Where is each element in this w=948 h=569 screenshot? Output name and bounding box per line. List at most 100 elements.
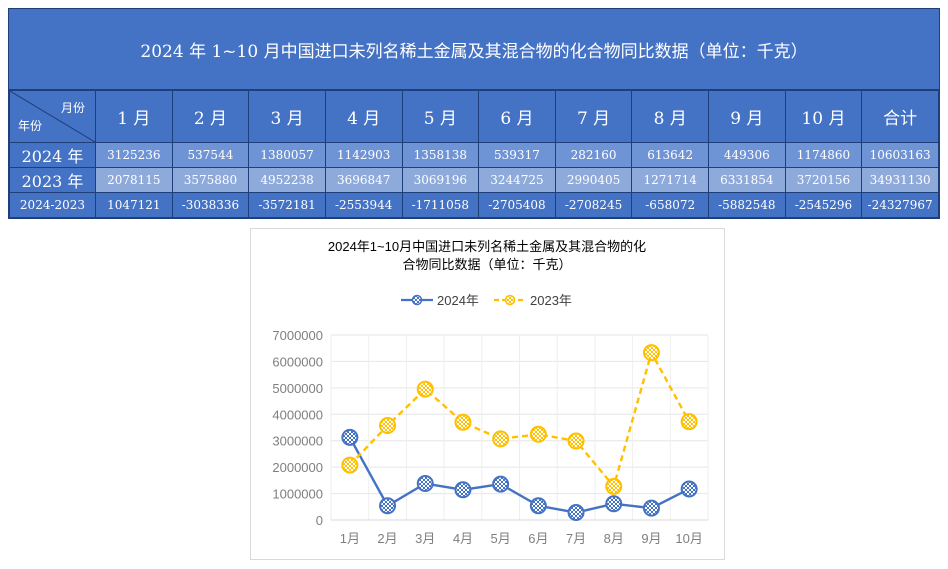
- data-point-2023: [529, 425, 547, 443]
- chart-gridlines: [330, 334, 709, 521]
- column-header: 5 月: [401, 90, 480, 143]
- x-tick-label: 10月: [675, 531, 702, 546]
- table-cell: -2553944: [324, 192, 403, 218]
- corner-diagonal-line: [10, 91, 95, 142]
- table-cell: 34931130: [861, 167, 939, 193]
- table-cell: 1174860: [784, 142, 863, 168]
- column-header: 3 月: [248, 90, 326, 143]
- table-cell: -2705408: [478, 192, 556, 218]
- data-point-2024: [492, 475, 510, 493]
- x-tick-label: 2月: [377, 531, 397, 546]
- data-point-2024: [680, 480, 698, 498]
- table-cell: 539317: [478, 142, 556, 168]
- series-line-2023: [348, 351, 691, 488]
- x-tick-label: 9月: [641, 531, 661, 546]
- legend-label-2024: 2024年: [437, 293, 479, 308]
- data-point-2024: [454, 481, 472, 499]
- y-tick-label: 7000000: [272, 328, 323, 343]
- data-point-2024: [567, 504, 585, 522]
- data-point-2023: [492, 430, 510, 448]
- corner-month-label: 月份: [60, 101, 85, 115]
- table-cell: 3696847: [324, 167, 403, 193]
- line-chart-panel: 2024年1~10月中国进口未列名稀土金属及其混合物的化 合物同比数据（单位：千…: [250, 228, 725, 560]
- table-cell: 2078115: [95, 167, 173, 193]
- legend-label-2023: 2023年: [530, 293, 572, 308]
- data-point-2024: [416, 475, 434, 493]
- table-cell: 2990405: [554, 167, 633, 193]
- data-table-panel: 2024 年 1~10 月中国进口未列名稀土金属及其混合物的化合物同比数据（单位…: [8, 8, 940, 219]
- table-cell: -24327967: [861, 192, 939, 218]
- column-header: 8 月: [631, 90, 709, 143]
- chart-series: [341, 344, 698, 522]
- table-header-row: 月份 年份 1 月 2 月 3 月 4 月 5 月 6 月 7 月 8 月 9 …: [9, 90, 939, 143]
- table-cell: 3575880: [171, 167, 250, 193]
- table-cell: 613642: [631, 142, 709, 168]
- table-cell: 1047121: [95, 192, 173, 218]
- column-header: 合计: [861, 90, 939, 143]
- data-point-2023: [341, 456, 359, 474]
- table-cell: 1142903: [324, 142, 403, 168]
- data-point-2023: [680, 413, 698, 431]
- table-cell: 282160: [554, 142, 633, 168]
- data-point-2023: [605, 477, 623, 495]
- table-title: 2024 年 1~10 月中国进口未列名稀土金属及其混合物的化合物同比数据（单位…: [9, 9, 939, 90]
- data-point-2023: [567, 432, 585, 450]
- table-cell: 449306: [708, 142, 786, 168]
- data-point-2023: [454, 413, 472, 431]
- x-tick-label: 5月: [491, 531, 511, 546]
- table-cell: 4952238: [248, 167, 326, 193]
- y-tick-label: 6000000: [272, 354, 323, 369]
- table-cell: 1380057: [248, 142, 326, 168]
- column-header: 7 月: [554, 90, 633, 143]
- x-tick-label: 8月: [604, 531, 624, 546]
- corner-year-label: 年份: [18, 119, 43, 133]
- x-tick-label: 1月: [340, 531, 360, 546]
- chart-title-line1: 2024年1~10月中国进口未列名稀土金属及其混合物的化: [328, 239, 646, 254]
- table-row-2023: 2023 年 2078115 3575880 4952238 3696847 3…: [9, 167, 939, 193]
- table-row-difference: 2024-2023 1047121 -3038336 -3572181 -255…: [9, 192, 939, 218]
- data-point-2024: [642, 499, 660, 517]
- data-point-2024: [341, 428, 359, 446]
- data-point-2024: [605, 495, 623, 513]
- row-label: 2023 年: [9, 167, 96, 193]
- table-cell: -1711058: [401, 192, 480, 218]
- table-cell: -2545296: [784, 192, 863, 218]
- column-header: 2 月: [171, 90, 250, 143]
- y-tick-label: 1000000: [272, 487, 323, 502]
- y-tick-label: 4000000: [272, 407, 323, 422]
- table-cell: -5882548: [708, 192, 786, 218]
- data-point-2023: [379, 416, 397, 434]
- data-table: 月份 年份 1 月 2 月 3 月 4 月 5 月 6 月 7 月 8 月 9 …: [9, 90, 939, 218]
- series-line-2024: [348, 436, 690, 514]
- legend-marker-2023: [504, 294, 516, 306]
- x-tick-label: 7月: [566, 531, 586, 546]
- column-header: 9 月: [708, 90, 786, 143]
- y-tick-label: 0: [316, 513, 323, 528]
- table-cell: -658072: [631, 192, 709, 218]
- table-row-2024: 2024 年 3125236 537544 1380057 1142903 13…: [9, 142, 939, 168]
- table-cell: 3720156: [784, 167, 863, 193]
- table-cell: 10603163: [861, 142, 939, 168]
- column-header: 6 月: [478, 90, 556, 143]
- table-cell: 537544: [171, 142, 250, 168]
- table-cell: -2708245: [554, 192, 633, 218]
- data-point-2023: [416, 380, 434, 398]
- table-cell: 3069196: [401, 167, 480, 193]
- table-cell: 1358138: [401, 142, 480, 168]
- y-tick-label: 2000000: [272, 460, 323, 475]
- table-cell: -3572181: [248, 192, 326, 218]
- y-tick-label: 3000000: [272, 434, 323, 449]
- table-cell: 6331854: [708, 167, 786, 193]
- column-header: 1 月: [95, 90, 173, 143]
- row-label: 2024 年: [9, 142, 96, 168]
- table-cell: 3125236: [95, 142, 173, 168]
- column-header: 10 月: [784, 90, 863, 143]
- table-cell: 3244725: [478, 167, 556, 193]
- table-cell: -3038336: [171, 192, 250, 218]
- table-corner-cell: 月份 年份: [9, 90, 96, 143]
- y-tick-label: 5000000: [272, 381, 323, 396]
- column-header: 4 月: [324, 90, 403, 143]
- legend-marker-2024: [411, 294, 423, 306]
- chart-legend: 2024年 2023年: [401, 293, 572, 308]
- x-tick-label: 3月: [415, 531, 435, 546]
